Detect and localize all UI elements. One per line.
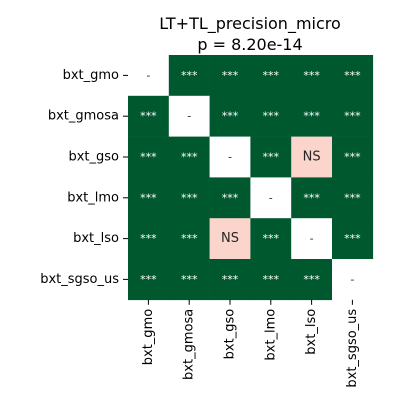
heatmap-cell — [209, 218, 251, 260]
cell-value-label: *** — [344, 191, 361, 204]
cell-value-label: *** — [303, 110, 320, 123]
cell-value-label: *** — [263, 273, 280, 286]
heatmap-cell — [332, 136, 374, 178]
heatmap-cell — [209, 55, 251, 97]
cell-value-label: *** — [181, 191, 198, 204]
row-tick-label: bxt_lso — [73, 231, 119, 246]
cell-value-label: *** — [181, 232, 198, 245]
row-tick-label: bxt_sgso_us — [40, 272, 119, 287]
heatmap-cell — [291, 218, 333, 260]
heatmap-cell — [168, 177, 210, 219]
cell-value-label: - — [310, 232, 314, 245]
column-tick-label: bxt_sgso_us — [345, 309, 360, 388]
cell-value-label: *** — [303, 191, 320, 204]
cell-value-label: - — [187, 110, 191, 123]
heatmap-cell — [291, 55, 333, 97]
heatmap-cell — [291, 136, 333, 178]
cell-value-label: *** — [140, 232, 157, 245]
chart-subtitle: p = 8.20e-14 — [197, 35, 302, 54]
cell-value-label: *** — [303, 273, 320, 286]
heatmap-cell — [209, 177, 251, 219]
column-tick-label: bxt_gmo — [141, 309, 156, 365]
row-tick-labels: bxt_gmo bxt_gmosa bxt_gso bxt_lmo bxt_lsobxt… — [40, 68, 128, 287]
cell-value-label: - — [228, 151, 232, 164]
heatmap-cell — [291, 95, 333, 137]
cell-value-label: *** — [140, 191, 157, 204]
heatmap-cell — [168, 95, 210, 137]
cell-value-label: - — [350, 273, 354, 286]
heatmap-cell — [332, 177, 374, 219]
column-tick-label: bxt_gso — [223, 309, 238, 360]
cell-value-label: *** — [344, 110, 361, 123]
column-tick-label: bxt_lso — [304, 309, 319, 355]
column-tick-label: bxt_lmo — [263, 309, 278, 361]
heatmap-cell — [128, 95, 170, 137]
heatmap-cell — [128, 177, 170, 219]
heatmap-cell — [209, 136, 251, 178]
cell-value-label: NS — [303, 150, 321, 165]
cell-value-label: *** — [263, 151, 280, 164]
cell-value-label: *** — [222, 110, 239, 123]
chart-title: LT+TL_precision_micro — [159, 14, 341, 34]
row-tick-label: bxt_gmo — [63, 68, 119, 83]
heatmap-cell — [250, 95, 292, 137]
cell-value-label: *** — [222, 273, 239, 286]
heatmap-cell — [128, 136, 170, 178]
heatmap-cell — [332, 218, 374, 260]
heatmap-cell — [168, 136, 210, 178]
cell-value-label: *** — [140, 110, 157, 123]
cell-value-label: *** — [140, 151, 157, 164]
cell-value-label: *** — [303, 69, 320, 82]
cell-value-label: *** — [222, 69, 239, 82]
cell-value-label: *** — [344, 232, 361, 245]
cell-value-label: *** — [344, 151, 361, 164]
heatmap-cell — [250, 136, 292, 178]
row-tick-label: bxt_lmo — [67, 190, 119, 205]
column-tick-label: bxt_gmosa — [182, 309, 197, 380]
heatmap-cell — [250, 218, 292, 260]
heatmap-cell — [332, 95, 374, 137]
heatmap-cell — [250, 177, 292, 219]
heatmap-cell — [209, 95, 251, 137]
heatmap-cells: - *** *** *** *** *** *** - *** *** *** *** *** *** - *… — [128, 55, 374, 301]
row-tick-label: bxt_gmosa — [48, 109, 119, 124]
cell-value-label: *** — [263, 69, 280, 82]
heatmap-cell — [332, 259, 374, 301]
heatmap-cell — [250, 259, 292, 301]
cell-value-label: NS — [221, 231, 239, 246]
cell-value-label: *** — [263, 232, 280, 245]
heatmap-cell — [209, 259, 251, 301]
cell-value-label: - — [146, 69, 150, 82]
heatmap-cell — [250, 55, 292, 97]
heatmap-cell — [128, 218, 170, 260]
cell-value-label: *** — [140, 273, 157, 286]
heatmap-cell — [291, 177, 333, 219]
heatmap-cell — [168, 259, 210, 301]
cell-value-label: *** — [181, 151, 198, 164]
cell-value-label: *** — [181, 273, 198, 286]
cell-value-label: - — [269, 191, 273, 204]
heatmap-cell — [291, 259, 333, 301]
row-tick-label: bxt_gso — [68, 150, 119, 165]
column-tick-labels: bxt_gmo bxt_gmosa bxt_gso bxt_lmo bxt_lso bxt… — [141, 299, 360, 388]
heatmap-cell — [332, 55, 374, 97]
cell-value-label: *** — [263, 110, 280, 123]
heatmap-cell — [168, 218, 210, 260]
cell-value-label: *** — [181, 69, 198, 82]
cell-value-label: *** — [344, 69, 361, 82]
cell-value-label: *** — [222, 191, 239, 204]
heatmap-cell — [128, 259, 170, 301]
heatmap-cell — [128, 55, 170, 97]
heatmap-cell — [168, 55, 210, 97]
